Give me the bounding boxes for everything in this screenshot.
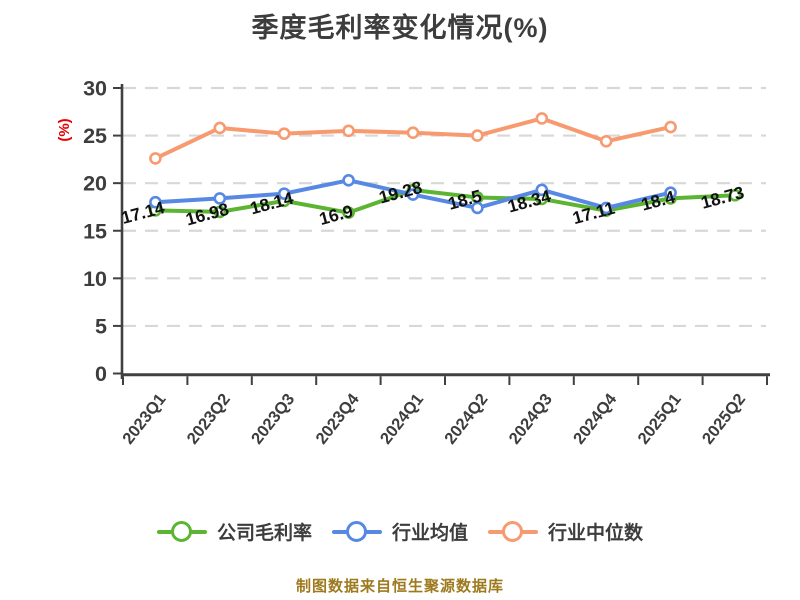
data-point-label: 18.34 xyxy=(506,186,554,217)
data-point-marker xyxy=(342,206,355,219)
data-point-marker xyxy=(213,192,227,205)
source-note: 制图数据来自恒生聚源数据库 xyxy=(295,578,504,595)
data-point-label: 18.73 xyxy=(699,182,747,213)
legend-item-industry-median[interactable]: 行业中位数 xyxy=(488,518,643,545)
data-point-marker xyxy=(342,124,355,138)
x-axis-tick-label: 2023Q3 xyxy=(248,390,298,447)
y-axis-tick-label: 20 xyxy=(83,172,107,196)
x-axis-tick-label: 2023Q2 xyxy=(184,390,234,447)
data-point-label: 18.4 xyxy=(639,186,677,214)
legend-label: 行业均值 xyxy=(391,523,468,544)
legend-circle-marker xyxy=(502,521,523,542)
data-point-marker xyxy=(728,188,742,202)
y-axis-tick-label: 25 xyxy=(83,124,107,148)
data-point-marker xyxy=(471,129,484,142)
data-point-label: 17.14 xyxy=(119,197,167,228)
x-axis-tick-label: 2024Q4 xyxy=(570,390,621,448)
legend-circle-marker xyxy=(345,521,367,542)
legend-circle-marker xyxy=(170,521,192,542)
data-point-label: 16.98 xyxy=(184,199,232,230)
x-axis-tick-label: 2024Q3 xyxy=(506,390,556,447)
data-point-marker xyxy=(213,121,227,135)
data-point-label: 17.11 xyxy=(570,198,617,228)
data-point-marker xyxy=(535,112,549,125)
data-point-marker xyxy=(599,201,613,215)
data-point-label: 18.14 xyxy=(248,188,296,219)
data-point-marker xyxy=(406,188,420,201)
data-point-marker xyxy=(277,187,291,200)
data-point-marker xyxy=(406,126,420,140)
data-point-label: 19.28 xyxy=(377,177,425,208)
line-with-circle-icon xyxy=(331,520,382,543)
data-point-marker xyxy=(599,134,613,148)
data-point-marker xyxy=(342,174,355,187)
data-point-marker xyxy=(213,205,227,219)
x-axis-tick-label: 2025Q2 xyxy=(699,390,749,447)
data-point-marker xyxy=(471,201,484,215)
line-with-circle-icon xyxy=(488,520,538,543)
y-axis-tick-label: 10 xyxy=(83,267,107,291)
line-with-circle-icon xyxy=(156,520,207,543)
x-axis-tick-label: 2025Q1 xyxy=(634,390,684,447)
legend: 公司毛利率 行业均值 行业中位数 xyxy=(0,518,800,545)
legend-item-industry-average[interactable]: 行业均值 xyxy=(331,518,468,545)
x-axis-tick-label: 2023Q1 xyxy=(119,390,169,447)
data-point-marker xyxy=(149,195,162,209)
data-point-marker xyxy=(277,127,291,140)
x-axis-tick-label: 2024Q2 xyxy=(441,390,491,447)
y-axis-tick-label: 15 xyxy=(83,219,107,243)
x-axis-tick-label: 2023Q4 xyxy=(312,390,363,448)
legend-label: 行业中位数 xyxy=(548,523,644,544)
series-line xyxy=(153,188,737,215)
data-point-marker xyxy=(149,152,162,165)
y-axis-tick-label: 5 xyxy=(95,314,107,338)
data-point-label: 16.9 xyxy=(317,201,355,229)
legend-label: 公司毛利率 xyxy=(216,523,312,544)
y-axis-tick-label: 30 xyxy=(83,77,107,101)
y-axis-tick-label: 0 xyxy=(95,362,107,386)
data-point-marker xyxy=(664,120,677,134)
x-axis-tick-label: 2024Q1 xyxy=(377,390,427,447)
chart-title: 季度毛利率变化情况(%) xyxy=(251,13,549,43)
data-point-marker xyxy=(535,183,549,197)
legend-item-company-gross-margin[interactable]: 公司毛利率 xyxy=(156,518,312,545)
data-point-marker xyxy=(664,186,677,199)
